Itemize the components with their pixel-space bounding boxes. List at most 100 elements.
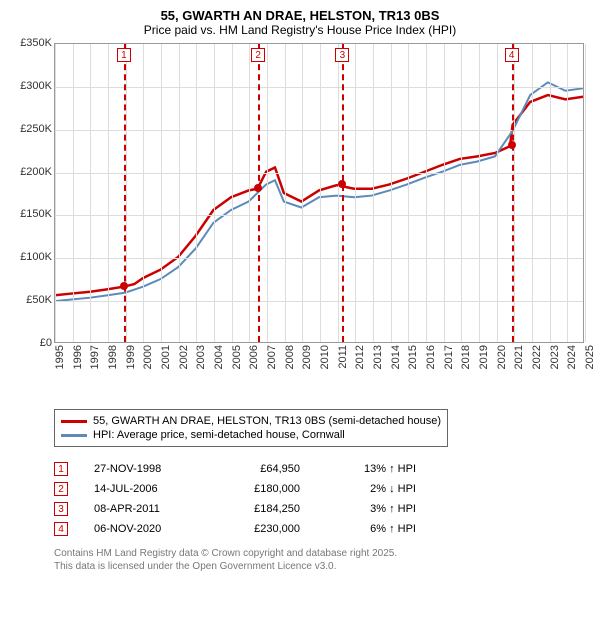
legend-label: 55, GWARTH AN DRAE, HELSTON, TR13 0BS (s… [93,415,441,427]
events-table: 127-NOV-1998£64,95013% ↑ HPI214-JUL-2006… [54,459,590,539]
chart-container: 55, GWARTH AN DRAE, HELSTON, TR13 0BS Pr… [0,0,600,581]
event-line [124,44,126,342]
x-tick-label: 2004 [213,345,225,369]
gridline-v [179,44,180,342]
y-tick-label: £300K [20,80,52,92]
event-pct: 3% ↑ HPI [326,503,416,515]
event-price: £64,950 [220,463,300,475]
x-tick-label: 2022 [531,345,543,369]
event-date: 06-NOV-2020 [94,523,194,535]
gridline-v [444,44,445,342]
event-number-box: 1 [117,48,131,62]
event-row: 214-JUL-2006£180,0002% ↓ HPI [54,479,590,499]
x-tick-label: 2008 [284,345,296,369]
event-number-box: 2 [251,48,265,62]
x-tick-label: 2016 [425,345,437,369]
data-marker [120,282,128,290]
gridline-v [267,44,268,342]
y-tick-label: £150K [20,208,52,220]
x-tick-label: 2005 [231,345,243,369]
chart-subtitle: Price paid vs. HM Land Registry's House … [10,23,590,37]
event-line [342,44,344,342]
y-tick-label: £100K [20,251,52,263]
x-tick-label: 2025 [584,345,596,369]
gridline-v [90,44,91,342]
gridline-h [55,258,583,259]
line-series [55,44,583,342]
y-tick-label: £250K [20,123,52,135]
legend-item: 55, GWARTH AN DRAE, HELSTON, TR13 0BS (s… [61,414,441,428]
y-axis: £0£50K£100K£150K£200K£250K£300K£350K [10,43,54,343]
gridline-v [408,44,409,342]
y-tick-label: £50K [26,294,52,306]
event-row: 127-NOV-1998£64,95013% ↑ HPI [54,459,590,479]
gridline-v [532,44,533,342]
x-tick-label: 2003 [195,345,207,369]
gridline-v [497,44,498,342]
event-number-box: 3 [335,48,349,62]
x-tick-label: 2015 [407,345,419,369]
gridline-v [461,44,462,342]
footer-line: This data is licensed under the Open Gov… [54,560,590,573]
gridline-h [55,87,583,88]
gridline-v [391,44,392,342]
gridline-v [373,44,374,342]
event-pct: 13% ↑ HPI [326,463,416,475]
gridline-h [55,130,583,131]
event-price: £230,000 [220,523,300,535]
legend: 55, GWARTH AN DRAE, HELSTON, TR13 0BS (s… [54,409,448,447]
event-number-box: 4 [54,522,68,536]
event-price: £180,000 [220,483,300,495]
event-line [258,44,260,342]
event-date: 08-APR-2011 [94,503,194,515]
x-tick-label: 2020 [496,345,508,369]
x-tick-label: 1995 [54,345,66,369]
x-tick-label: 2000 [142,345,154,369]
gridline-h [55,301,583,302]
gridline-h [55,215,583,216]
event-number-box: 3 [54,502,68,516]
gridline-v [514,44,515,342]
x-tick-label: 2002 [178,345,190,369]
gridline-v [302,44,303,342]
x-axis: 1995 1996 1997 1998 1999 2000 2001 2002 2003 2004… [54,343,584,373]
x-tick-label: 1999 [125,345,137,369]
y-tick-label: £350K [20,37,52,49]
data-marker [338,180,346,188]
x-tick-label: 2014 [390,345,402,369]
gridline-v [232,44,233,342]
gridline-v [338,44,339,342]
event-date: 27-NOV-1998 [94,463,194,475]
footer-line: Contains HM Land Registry data © Crown c… [54,547,590,560]
x-tick-label: 2011 [337,345,349,369]
x-tick-label: 2021 [513,345,525,369]
x-tick-label: 2013 [372,345,384,369]
x-tick-label: 1996 [72,345,84,369]
x-tick-label: 1997 [89,345,101,369]
gridline-v [214,44,215,342]
event-date: 14-JUL-2006 [94,483,194,495]
event-number-box: 4 [505,48,519,62]
data-marker [508,141,516,149]
legend-item: HPI: Average price, semi-detached house,… [61,428,441,442]
x-tick-label: 2023 [549,345,561,369]
x-tick-label: 2024 [566,345,578,369]
gridline-v [108,44,109,342]
y-tick-label: £0 [40,337,52,349]
gridline-v [161,44,162,342]
event-row: 406-NOV-2020£230,0006% ↑ HPI [54,519,590,539]
event-price: £184,250 [220,503,300,515]
event-row: 3 08-APR-2011 £184,250 3% ↑ HPI [54,499,590,519]
y-tick-label: £200K [20,166,52,178]
event-pct: 2% ↓ HPI [326,483,416,495]
plot-area: 1 2 3 4 [54,43,584,343]
x-tick-label: 2006 [248,345,260,369]
x-tick-label: 1998 [107,345,119,369]
gridline-v [479,44,480,342]
x-tick-label: 2001 [160,345,172,369]
gridline-v [585,44,586,342]
legend-swatch-1 [61,420,87,423]
x-tick-label: 2017 [443,345,455,369]
legend-swatch-2 [61,434,87,437]
data-marker [254,184,262,192]
